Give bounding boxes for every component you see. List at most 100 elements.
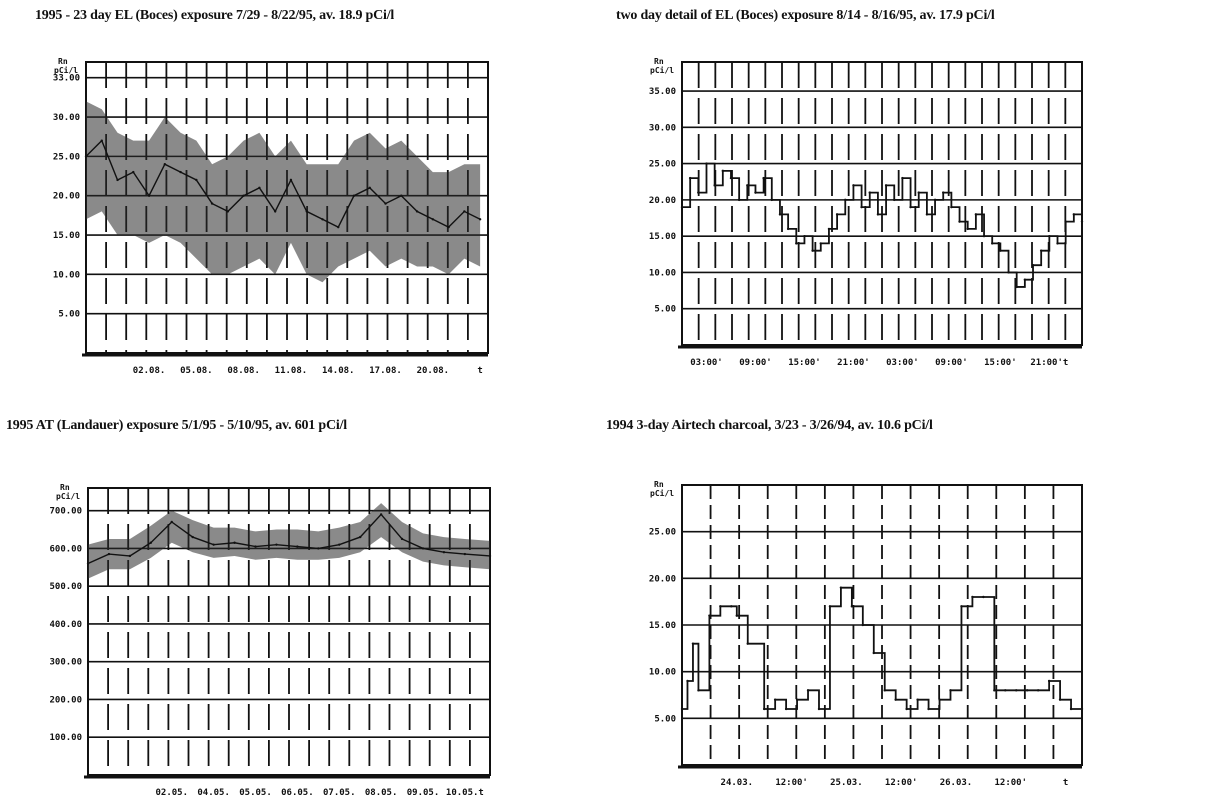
data-point xyxy=(927,708,929,710)
data-point xyxy=(274,210,276,212)
y-tick-label: 5.00 xyxy=(58,310,80,320)
data-point xyxy=(1037,689,1039,691)
x-tick-label: 09.05. xyxy=(407,788,440,798)
y-axis-unit-rn: Rn xyxy=(60,483,70,492)
data-point xyxy=(934,199,936,201)
data-point xyxy=(736,614,738,616)
data-point xyxy=(171,521,173,523)
x-tick-label: 24.03. xyxy=(721,778,754,788)
y-tick-label: 10.00 xyxy=(649,668,676,678)
y-tick-label: 300.00 xyxy=(49,658,82,668)
x-tick-label: 21:00't xyxy=(1030,358,1068,368)
data-point xyxy=(829,605,831,607)
y-tick-label: 5.00 xyxy=(654,305,676,315)
data-point xyxy=(422,547,424,549)
x-tick-label: 08.05. xyxy=(365,788,398,798)
data-point xyxy=(697,191,699,193)
y-tick-label: 5.00 xyxy=(654,714,676,724)
x-tick-label: 12:00' xyxy=(885,778,918,788)
data-point xyxy=(1081,220,1083,222)
y-tick-label: 30.00 xyxy=(53,113,80,123)
chart-2-svg: 5.00 10.00 15.00 20.00 25.00 30.00 35.00 RnpCi/… xyxy=(600,0,1226,390)
data-point xyxy=(254,545,256,547)
data-point xyxy=(489,555,491,557)
data-point xyxy=(1064,220,1066,222)
data-point xyxy=(443,551,445,553)
data-point xyxy=(1048,680,1050,682)
data-point xyxy=(447,226,449,228)
data-point xyxy=(993,689,995,691)
data-point xyxy=(787,228,789,230)
x-tick-label: 06.05. xyxy=(281,788,314,798)
data-point xyxy=(697,689,699,691)
data-point xyxy=(1004,689,1006,691)
data-point xyxy=(949,689,951,691)
y-tick-label: 500.00 xyxy=(49,582,82,592)
data-point xyxy=(851,605,853,607)
data-point xyxy=(338,543,340,545)
data-point xyxy=(894,698,896,700)
data-point xyxy=(164,163,166,165)
data-point xyxy=(211,202,213,204)
data-point xyxy=(746,184,748,186)
x-tick-label: 07.05. xyxy=(323,788,356,798)
data-point xyxy=(719,605,721,607)
chart-panel-4: 1994 3-day Airtech charcoal, 3/23 - 3/26… xyxy=(600,410,1226,801)
data-point xyxy=(754,191,756,193)
y-tick-label: 20.00 xyxy=(649,574,676,584)
data-point xyxy=(999,249,1001,251)
data-point xyxy=(101,139,103,141)
x-tick-label: 26.03. xyxy=(940,778,973,788)
data-point xyxy=(681,206,683,208)
x-tick-label: 21:00' xyxy=(837,358,870,368)
data-point xyxy=(852,184,854,186)
chart-3-svg: 100.00 200.00 300.00 400.00 500.00 600.00 700.… xyxy=(0,410,600,801)
data-point xyxy=(708,614,710,616)
data-point xyxy=(275,543,277,545)
y-tick-label: 25.00 xyxy=(53,152,80,162)
data-point xyxy=(191,536,193,538)
x-tick-label: 25.03. xyxy=(830,778,863,788)
y-tick-label: 25.00 xyxy=(649,528,676,538)
x-tick-label: 12:00' xyxy=(995,778,1028,788)
data-point xyxy=(983,235,985,237)
data-point xyxy=(401,538,403,540)
data-point xyxy=(1059,698,1061,700)
y-tick-label: 15.00 xyxy=(649,232,676,242)
data-point xyxy=(179,171,181,173)
x-tick-label: t xyxy=(477,366,482,376)
data-point xyxy=(885,184,887,186)
data-point xyxy=(1040,249,1042,251)
data-point xyxy=(148,195,150,197)
data-point xyxy=(306,210,308,212)
x-tick-label: 14.08. xyxy=(322,366,355,376)
y-axis-unit-pci: pCi/l xyxy=(54,65,78,75)
data-point xyxy=(129,555,131,557)
data-point xyxy=(803,235,805,237)
data-point xyxy=(1048,235,1050,237)
data-point xyxy=(771,199,773,201)
x-tick-label: 17.08. xyxy=(369,366,402,376)
data-point xyxy=(905,708,907,710)
data-point xyxy=(942,191,944,193)
data-point xyxy=(380,513,382,515)
data-point xyxy=(893,199,895,201)
y-tick-label: 10.00 xyxy=(649,268,676,278)
data-point xyxy=(227,210,229,212)
data-point xyxy=(233,542,235,544)
data-point xyxy=(1026,689,1028,691)
data-point xyxy=(195,179,197,181)
data-point xyxy=(132,171,134,173)
y-tick-label: 15.00 xyxy=(649,621,676,631)
x-tick-label: 10.05.t xyxy=(446,788,484,798)
data-point xyxy=(705,162,707,164)
data-point xyxy=(1056,242,1058,244)
data-point xyxy=(877,213,879,215)
x-tick-label: 12:00' xyxy=(775,778,808,788)
data-point xyxy=(836,213,838,215)
data-point xyxy=(692,642,694,644)
y-tick-label: 15.00 xyxy=(53,231,80,241)
y-tick-label: 33.00 xyxy=(53,74,80,84)
data-point xyxy=(337,226,339,228)
data-point xyxy=(967,228,969,230)
